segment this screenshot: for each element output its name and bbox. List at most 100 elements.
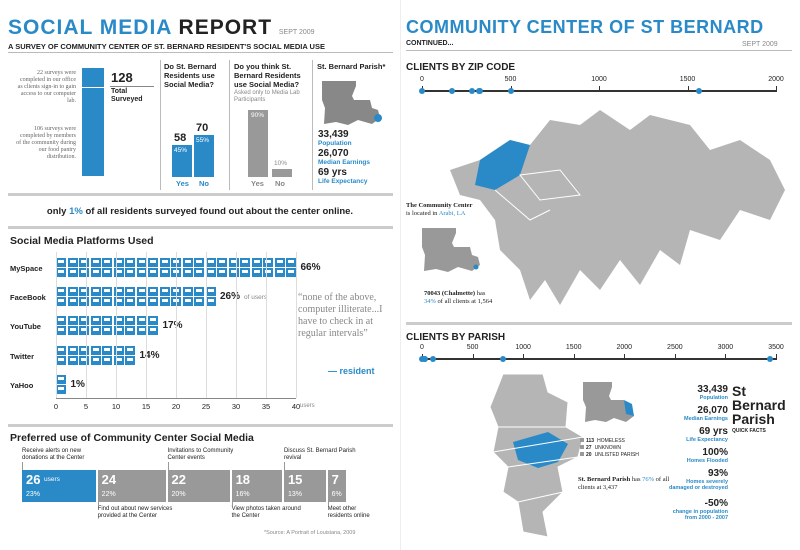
preferred-segment: 15 13%: [283, 470, 326, 502]
q2-yes-bar: [248, 110, 268, 177]
zip-point: [468, 88, 475, 94]
preferred-segment: 24 22%: [97, 470, 166, 502]
platform-label: Twitter: [10, 352, 35, 361]
platform-icon: [102, 346, 112, 355]
platforms-tick-label: 5: [83, 402, 89, 411]
platform-icon: [67, 356, 78, 365]
q1-yes-bar: [172, 145, 192, 177]
platforms-chart: MySpace 66% FaceBook 26% of users YouTube 17% T…: [0, 250, 400, 420]
preferred-segment: 26 users 23%: [22, 470, 96, 502]
platform-label: YaHoo: [10, 381, 34, 390]
platform-icon: [148, 268, 158, 277]
platform-icon: [251, 268, 262, 277]
platform-icon: [102, 258, 112, 267]
preferred-connector: [327, 502, 329, 506]
preferred-pct: 16%: [235, 491, 250, 498]
legend-swatch: [580, 452, 584, 456]
platforms-tick-label: 30: [231, 402, 241, 411]
platform-icon: [113, 268, 124, 277]
legend-count: 27: [586, 445, 592, 451]
platform-icon: [194, 287, 204, 296]
platforms-title: Social Media Platforms Used: [10, 235, 154, 247]
platform-value: 17%: [162, 320, 183, 331]
platform-icon: [90, 258, 101, 267]
parish-title: St. Bernard Parish*: [317, 62, 386, 71]
fact-label: Population: [699, 395, 728, 401]
platform-value: 1%: [70, 379, 85, 390]
q2-note: Asked only to Media Lab Participants: [234, 90, 300, 103]
zip-tick-label: 0: [420, 76, 424, 83]
platform-icon: [182, 268, 193, 277]
platforms-tick-label: 20: [171, 402, 181, 411]
parish-tick: [725, 354, 727, 360]
platform-icon: [274, 268, 285, 277]
preferred-chart: 26 users 23% Receive alerts on new donation…: [0, 446, 400, 536]
st-bernard-map: [450, 110, 785, 305]
platform-icon: [56, 356, 66, 365]
platform-icon: [102, 356, 112, 365]
platforms-gridline: [86, 252, 87, 398]
legend-label: UNLISTED PARISH: [594, 452, 639, 458]
preferred-connector: [231, 502, 233, 506]
platform-value: 66%: [300, 262, 321, 273]
parish-tick: [523, 354, 525, 360]
platform-icon: [182, 287, 193, 296]
platform-icon: [90, 326, 101, 335]
fact-value: 93%: [707, 468, 728, 479]
preferred-segment: 18 16%: [231, 470, 282, 502]
q1-no-bar: [194, 135, 214, 177]
of-users-label: of users: [244, 294, 268, 301]
total-surveyed-split: [82, 87, 104, 88]
parish-tick: [573, 354, 575, 360]
platform-icon: [79, 287, 89, 296]
legend-count: 113: [586, 438, 595, 444]
platform-icon: [79, 356, 89, 365]
platform-icon: [102, 326, 112, 335]
platform-icon: [148, 297, 158, 306]
zip-tick: [776, 86, 777, 92]
q1-no-label: No: [199, 179, 209, 188]
platform-icon: [79, 346, 89, 355]
preferred-label: Meet other residents online: [327, 506, 370, 519]
platform-icon: [56, 316, 66, 325]
q1-yes-count: 58: [174, 132, 187, 144]
platforms-tick-label: 40: [291, 402, 301, 411]
platform-icon: [251, 258, 262, 267]
platforms-tick-label: 10: [111, 402, 121, 411]
platform-icon: [79, 258, 89, 267]
q2-yes-pct: 90%: [251, 112, 265, 119]
platform-value: 14%: [139, 350, 160, 361]
platform-icon: [182, 297, 193, 306]
platforms-gridline: [146, 252, 147, 398]
fact-label: Median Earnings: [683, 416, 728, 422]
platform-icon: [113, 258, 124, 267]
parish-legend-item: 20 UNLISTED PARISH: [580, 452, 639, 458]
platform-icon: [125, 346, 135, 355]
preferred-count: 24: [101, 472, 117, 487]
parish-axis: 0 500 1000 1500 2000 2500 3000 3500: [400, 342, 800, 372]
q2-no-label: No: [275, 179, 285, 188]
zip-tick-label: 2000: [768, 76, 784, 83]
parish-tick-label: 500: [466, 344, 479, 351]
parish-tick: [624, 354, 626, 360]
parish-tick-label: 0: [420, 344, 424, 351]
fact-value: 33,439: [697, 384, 728, 395]
preferred-count: 18: [235, 472, 251, 487]
platform-icon: [113, 326, 124, 335]
louisiana-map-small: [322, 81, 382, 125]
louisiana-map-zip: [422, 228, 480, 272]
platform-icon: [113, 287, 124, 296]
parish-point: [766, 356, 773, 362]
platform-icon: [136, 258, 147, 267]
fact-value: 100%: [702, 447, 728, 458]
platform-icon: [90, 287, 101, 296]
parish-axis-line: [422, 358, 776, 360]
parish-tick-label: 1000: [515, 344, 531, 351]
platform-icon: [67, 268, 78, 277]
preferred-connector: [283, 462, 285, 470]
q1-no-pct: 55%: [196, 137, 210, 144]
platform-icon: [113, 297, 124, 306]
quick-facts-sub: QUICK FACTS: [732, 428, 766, 434]
platform-icon: [159, 268, 170, 277]
platforms-gridline: [266, 252, 267, 398]
